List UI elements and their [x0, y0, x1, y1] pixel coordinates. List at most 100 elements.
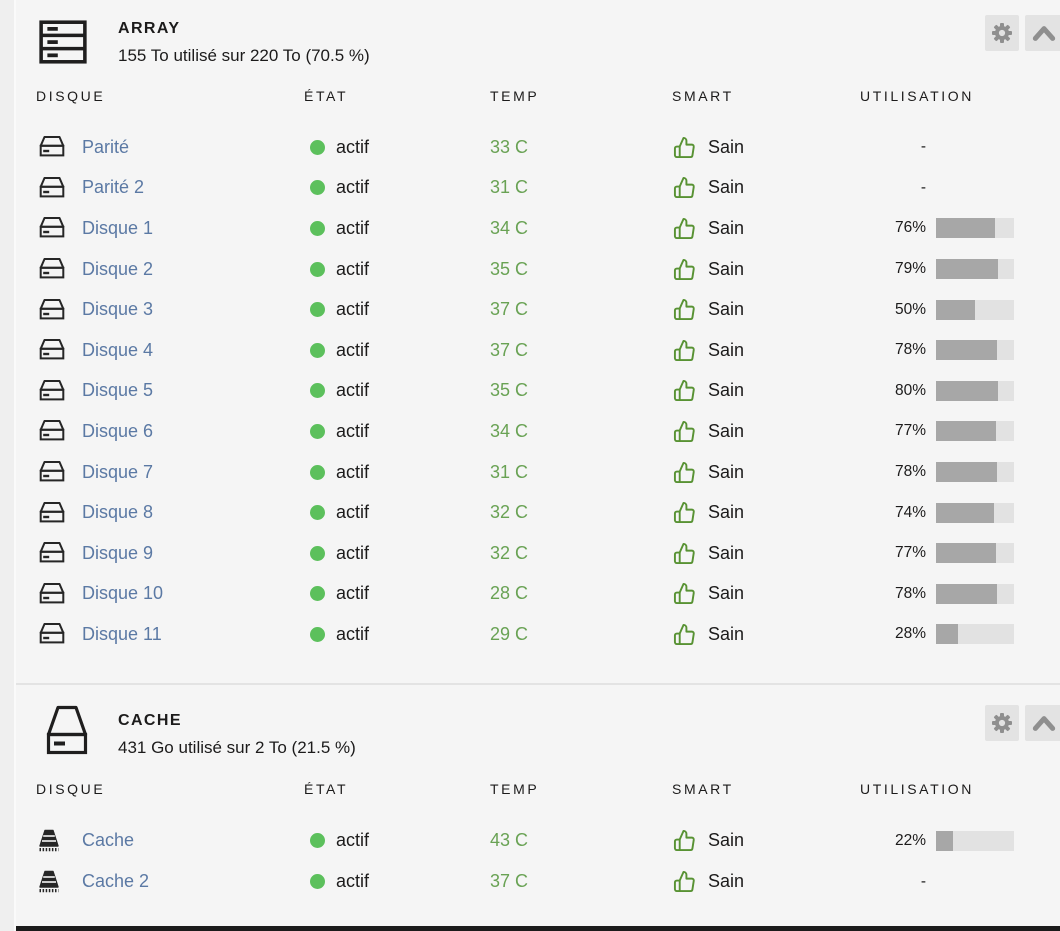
disk-status: actif: [336, 136, 370, 157]
disk-name-link[interactable]: Parité: [82, 136, 130, 157]
disk-temp: 43 C: [490, 830, 529, 850]
array-settings-button[interactable]: [985, 15, 1019, 51]
disk-status: actif: [336, 871, 370, 891]
col-utilisation: UTILISATION: [860, 88, 974, 104]
disk-status: actif: [336, 177, 370, 198]
utilization-bar: [936, 421, 1014, 442]
disk-row: Disque 9 actif 32 C Sain 77%: [36, 533, 1014, 574]
col-smart: SMART: [672, 88, 734, 104]
disk-temp: 35 C: [490, 258, 529, 279]
thumbs-up-icon: [673, 379, 696, 402]
disk-name-link[interactable]: Parité 2: [82, 177, 145, 198]
array-disk-table: Parité actif 33 C Sain -: [36, 127, 1014, 655]
thumbs-up-icon: [673, 829, 696, 852]
smart-status: Sain: [708, 258, 745, 279]
utilization-percent: 22%: [894, 831, 926, 849]
disk-temp: 35 C: [490, 380, 529, 401]
disk-row: Disque 7 actif 31 C Sain 78%: [36, 452, 1014, 493]
thumbs-up-icon: [673, 420, 696, 443]
disk-status: actif: [336, 461, 370, 482]
disk-row: Disque 2 actif 35 C Sain 79%: [36, 249, 1014, 290]
disk-temp: 32 C: [490, 502, 529, 523]
utilization-percent: 77%: [894, 422, 926, 440]
smart-status: Sain: [708, 583, 745, 604]
hdd-icon: [38, 419, 66, 443]
thumbs-up-icon: [673, 217, 696, 240]
cache-title: CACHE: [118, 712, 182, 729]
status-dot-icon: [310, 833, 325, 848]
smart-status: Sain: [708, 299, 745, 320]
hdd-icon: [38, 338, 66, 362]
disk-name-link[interactable]: Disque 5: [82, 380, 154, 401]
disk-status: actif: [336, 380, 370, 401]
gear-icon: [990, 21, 1014, 45]
smart-status: Sain: [708, 461, 745, 482]
col-disque: DISQUE: [36, 88, 106, 104]
hdd-icon: [38, 622, 66, 646]
cache-collapse-button[interactable]: [1025, 705, 1060, 741]
disk-name-link[interactable]: Disque 9: [82, 542, 154, 563]
disk-status: actif: [336, 583, 370, 604]
thumbs-up-icon: [673, 623, 696, 646]
disk-status: actif: [336, 542, 370, 563]
utilization-bar: [936, 543, 1014, 564]
disk-name-link[interactable]: Disque 7: [82, 461, 154, 482]
status-dot-icon: [310, 586, 325, 602]
disk-temp: 33 C: [490, 136, 529, 157]
utilization-percent: 78%: [894, 463, 926, 481]
smart-status: Sain: [708, 217, 745, 238]
utilization-percent: 80%: [894, 381, 926, 399]
disk-temp: 37 C: [490, 871, 529, 891]
utilization-percent: 77%: [894, 544, 926, 562]
col-temp: TEMP: [490, 88, 540, 104]
disk-status: actif: [336, 299, 370, 320]
disk-name-link[interactable]: Disque 4: [82, 339, 154, 360]
ssd-icon: [38, 870, 60, 894]
thumbs-up-icon: [673, 461, 696, 484]
utilization-bar: [936, 583, 1014, 604]
disk-name-link[interactable]: Disque 6: [82, 420, 154, 441]
col-temp: TEMP: [490, 781, 540, 797]
thumbs-up-icon: [673, 298, 696, 321]
disk-row: Disque 3 actif 37 C Sain 50%: [36, 289, 1014, 330]
utilization-percent: 79%: [894, 260, 926, 278]
disk-status: actif: [336, 217, 370, 238]
utilization-percent: 74%: [894, 503, 926, 521]
hdd-icon: [38, 216, 66, 240]
cache-column-headers: DISQUE ÉTAT TEMP SMART UTILISATION: [36, 781, 974, 797]
disk-temp: 34 C: [490, 420, 529, 441]
disk-name-link[interactable]: Disque 2: [82, 258, 154, 279]
array-column-headers: DISQUE ÉTAT TEMP SMART UTILISATION: [36, 88, 974, 104]
utilization-bar: [936, 624, 1014, 645]
hdd-icon: [38, 176, 66, 200]
array-title: ARRAY: [118, 20, 181, 37]
status-dot-icon: [310, 423, 325, 439]
disk-name-link[interactable]: Cache: [82, 830, 135, 850]
utilization-bar: [936, 340, 1014, 361]
disk-name-link[interactable]: Cache 2: [82, 871, 150, 891]
disk-row: Disque 6 actif 34 C Sain 77%: [36, 411, 1014, 452]
disk-name-link[interactable]: Disque 3: [82, 299, 154, 320]
disk-name-link[interactable]: Disque 8: [82, 502, 154, 523]
utilization-bar: [936, 380, 1014, 401]
disk-status: actif: [336, 258, 370, 279]
thumbs-up-icon: [673, 136, 696, 159]
smart-status: Sain: [708, 542, 745, 563]
disk-temp: 34 C: [490, 217, 529, 238]
array-collapse-button[interactable]: [1025, 15, 1060, 51]
disk-temp: 37 C: [490, 299, 529, 320]
disk-status: actif: [336, 339, 370, 360]
drive-icon: [44, 705, 90, 757]
disk-status: actif: [336, 830, 370, 850]
utilization-percent: 76%: [894, 219, 926, 237]
disk-name-link[interactable]: Disque 11: [82, 623, 162, 644]
disk-row: Disque 11 actif 29 C Sain 28%: [36, 614, 1014, 655]
hdd-icon: [38, 460, 66, 484]
disk-name-link[interactable]: Disque 1: [82, 217, 154, 238]
cache-settings-button[interactable]: [985, 705, 1019, 741]
col-disque: DISQUE: [36, 781, 106, 797]
disk-name-link[interactable]: Disque 10: [82, 583, 164, 604]
status-dot-icon: [310, 180, 325, 196]
disk-row: Parité actif 33 C Sain -: [36, 127, 1014, 168]
col-etat: ÉTAT: [304, 781, 349, 797]
